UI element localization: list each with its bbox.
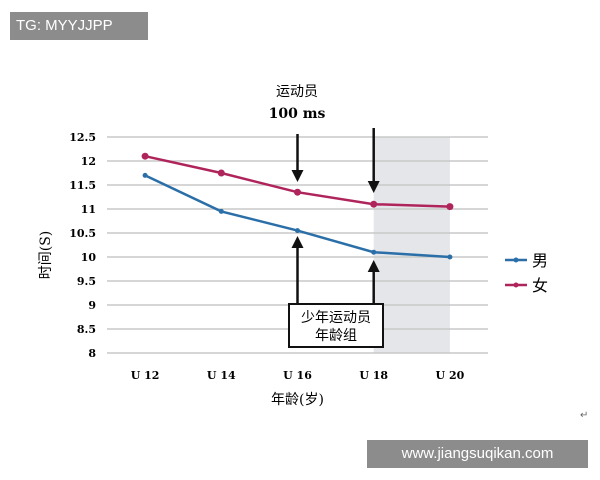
legend-label: 男 <box>532 251 548 270</box>
shaded-region <box>373 137 450 353</box>
data-point <box>142 172 148 178</box>
data-point <box>217 169 225 177</box>
y-tick-label: 9 <box>88 299 96 312</box>
y-tick-label: 12.5 <box>69 131 96 144</box>
annotation-box-line1: 少年运动员 <box>301 310 371 326</box>
data-point <box>295 228 300 234</box>
arrow-head <box>367 181 380 193</box>
y-tick-label: 8 <box>88 347 96 360</box>
return-mark: ↵ <box>580 410 589 421</box>
y-tick-label: 8.5 <box>77 323 96 336</box>
x-tick-label: U 20 <box>436 369 465 382</box>
annotation-top-line2: 100 ms <box>269 106 326 122</box>
data-point <box>447 254 453 260</box>
data-point <box>371 249 377 255</box>
legend-marker <box>513 282 519 288</box>
watermark-top: TG: MYYJJPP <box>10 12 148 40</box>
data-point <box>446 203 454 211</box>
data-point <box>294 188 301 196</box>
annotation-box <box>288 303 384 348</box>
watermark-bottom: www.jiangsuqikan.com <box>367 440 588 468</box>
data-point <box>370 200 378 208</box>
data-point <box>141 152 149 160</box>
annotation-box-line2: 年龄组 <box>315 328 357 344</box>
x-tick-label: U 18 <box>359 369 388 382</box>
x-tick-label: U 14 <box>207 369 236 382</box>
x-tick-label: U 16 <box>283 369 312 382</box>
legend-marker <box>513 257 519 263</box>
y-tick-label: 12 <box>81 155 96 168</box>
annotation-top-line1: 运动员 <box>276 84 318 100</box>
y-tick-label: 10.5 <box>69 227 96 240</box>
arrow-head <box>291 170 304 182</box>
y-axis-label: 时间(S) <box>38 231 54 280</box>
y-tick-label: 11 <box>81 203 96 216</box>
arrow-head <box>291 236 304 248</box>
y-tick-label: 11.5 <box>69 179 96 192</box>
legend-label: 女 <box>532 276 548 295</box>
y-tick-label: 10 <box>81 251 97 264</box>
y-tick-label: 9.5 <box>77 275 96 288</box>
x-tick-label: U 12 <box>131 369 160 382</box>
data-point <box>218 208 224 214</box>
arrow-head <box>367 260 380 272</box>
x-axis-label: 年龄(岁) <box>271 392 324 408</box>
